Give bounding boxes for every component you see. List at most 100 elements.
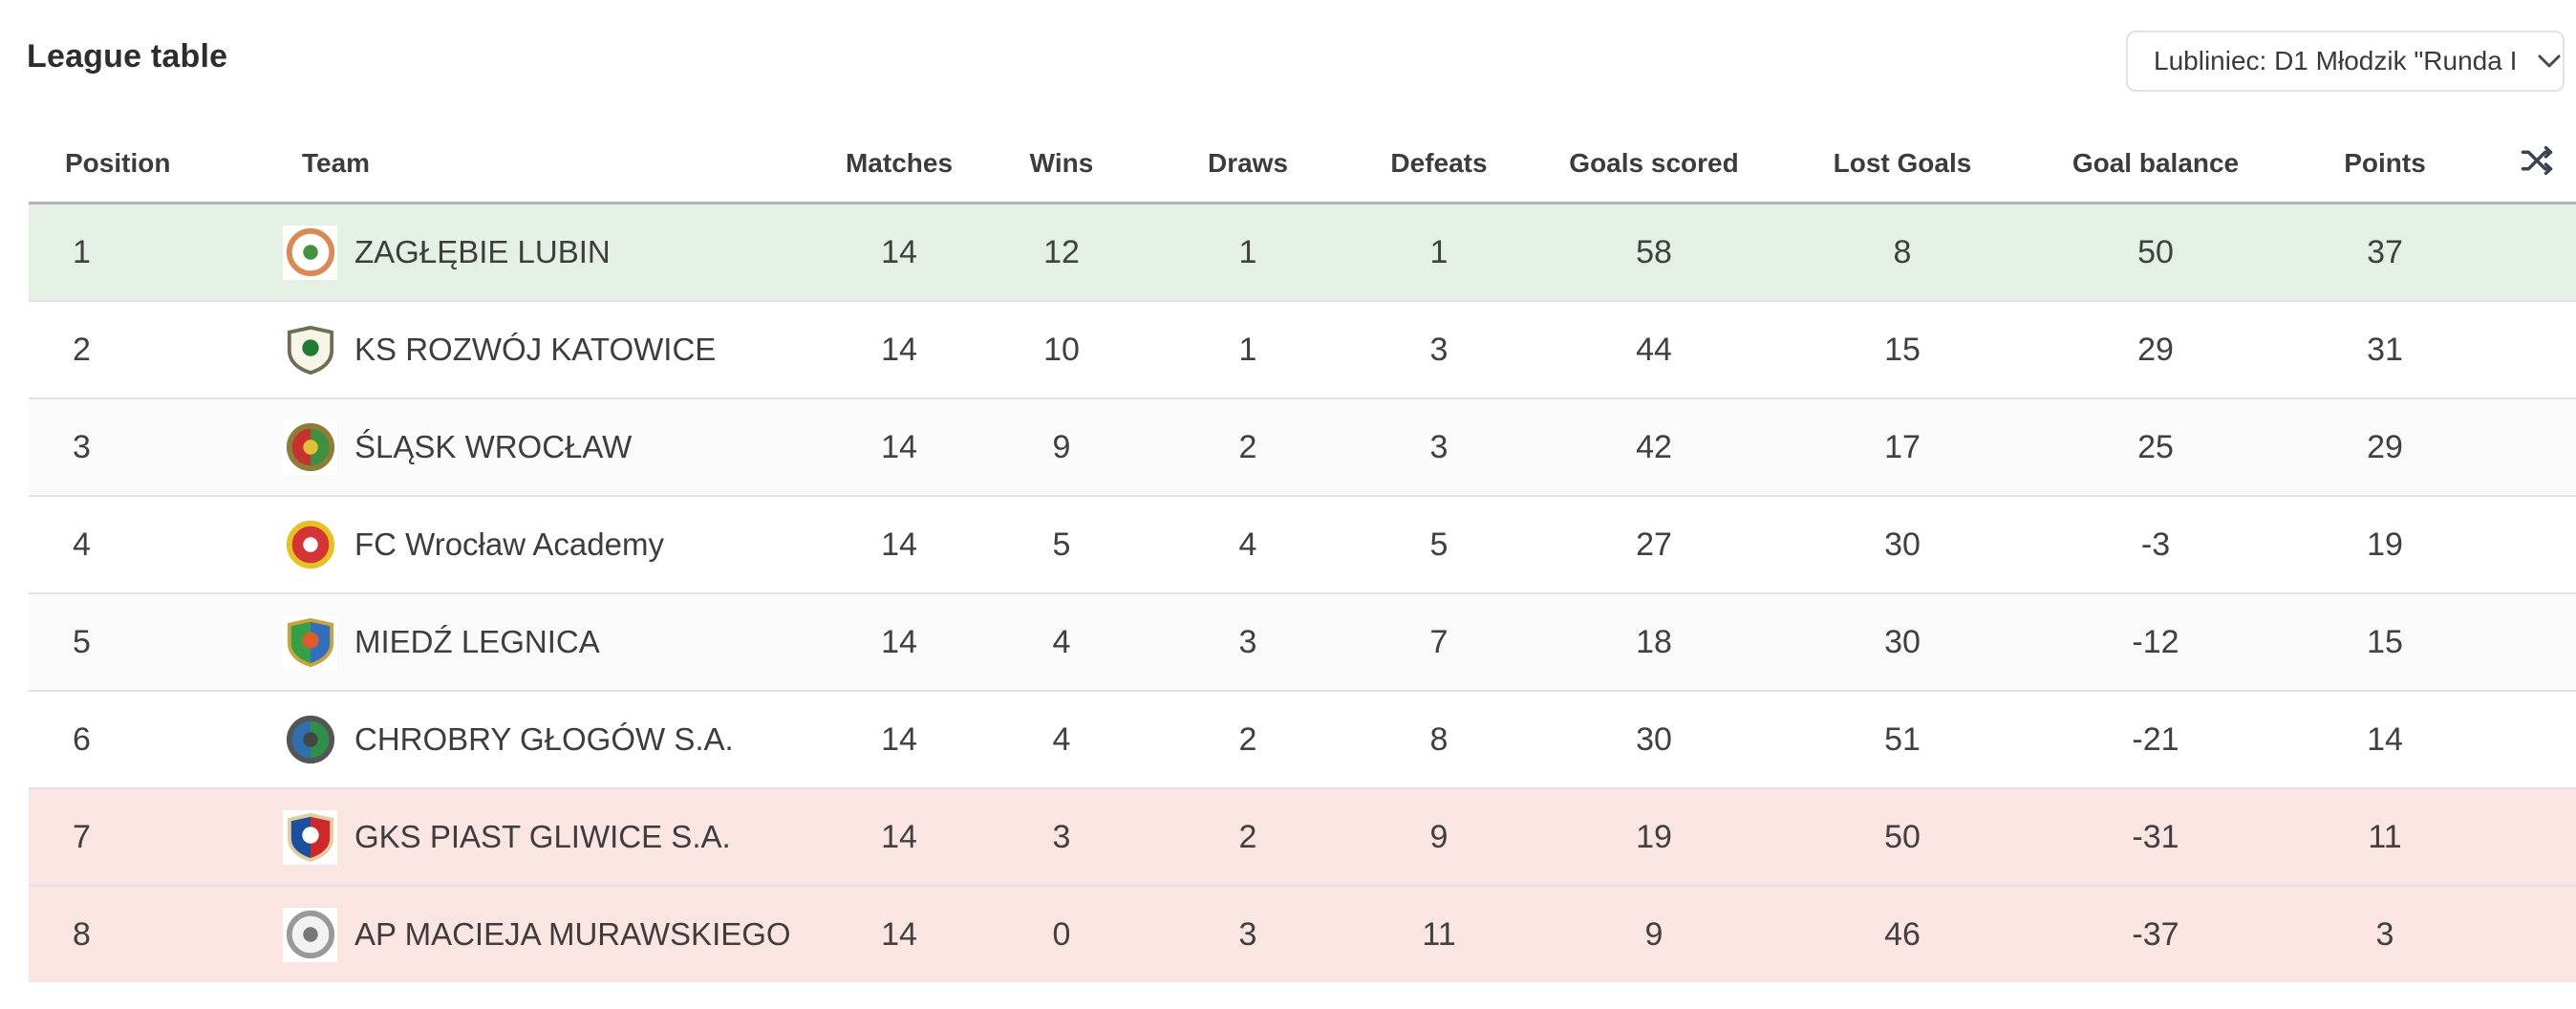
goal-balance-value: -31	[2132, 818, 2179, 855]
team-name[interactable]: ŚLĄSK WROCŁAW	[354, 429, 633, 464]
team-cell: ŚLĄSK WROCŁAW	[256, 398, 827, 496]
league-select[interactable]: Lubliniec: D1 Młodzik "Runda I	[2126, 31, 2565, 92]
position-value: 5	[73, 623, 91, 660]
empty-cell	[2490, 301, 2576, 398]
draws-value: 2	[1238, 720, 1257, 758]
draws-value: 3	[1238, 915, 1257, 953]
team-name[interactable]: ZAGŁĘBIE LUBIN	[354, 234, 611, 269]
wins-value: 10	[1043, 331, 1080, 368]
points-value: 19	[2367, 526, 2403, 563]
matches-value: 14	[881, 818, 917, 855]
team-name[interactable]: KS ROZWÓJ KATOWICE	[354, 332, 717, 367]
goal-balance-value: -3	[2140, 526, 2171, 563]
team-crest-fc-wroclaw-academy-icon	[283, 517, 337, 572]
matches-value: 14	[881, 720, 917, 758]
goals-scored-value: 9	[1644, 915, 1664, 953]
table-body: 1 ZAGŁĘBIE LUBIN 14 12 1 1 58 8 50 37 2 …	[29, 203, 2576, 982]
wins-value: 3	[1052, 818, 1071, 855]
page-title: League table	[27, 38, 228, 75]
wins-value: 0	[1052, 915, 1071, 953]
col-header-defeats: Defeats	[1343, 125, 1535, 204]
team-cell: KS ROZWÓJ KATOWICE	[256, 301, 827, 398]
defeats-value: 8	[1429, 720, 1449, 758]
draws-value: 1	[1238, 331, 1257, 368]
wins-value: 9	[1052, 428, 1071, 465]
goals-scored-value: 27	[1636, 526, 1672, 563]
position-cell: 3	[29, 398, 256, 496]
team-name[interactable]: AP MACIEJA MURAWSKIEGO	[354, 916, 791, 952]
col-header-matches: Matches	[827, 125, 971, 204]
wins-value: 4	[1052, 623, 1071, 660]
team-crest-miedz-legnica-icon	[283, 614, 337, 670]
team-name[interactable]: MIEDŹ LEGNICA	[354, 624, 600, 659]
col-header-wins: Wins	[971, 125, 1152, 204]
position-cell: 7	[29, 788, 256, 886]
draws-value: 2	[1238, 818, 1257, 855]
empty-cell	[2490, 398, 2576, 496]
matches-value: 14	[881, 428, 917, 465]
team-name[interactable]: GKS PIAST GLIWICE S.A.	[354, 819, 731, 854]
team-cell: MIEDŹ LEGNICA	[256, 593, 827, 691]
shuffle-icon[interactable]	[2519, 145, 2555, 176]
goal-balance-value: -37	[2132, 915, 2179, 953]
league-select-value: Lubliniec: D1 Młodzik "Runda I	[2154, 46, 2518, 75]
team-crest-rozwoj-katowice-icon	[283, 322, 337, 377]
wins-value: 4	[1052, 720, 1071, 758]
wins-value: 12	[1043, 233, 1080, 270]
team-cell: FC Wrocław Academy	[256, 496, 827, 593]
lost-goals-value: 50	[1884, 818, 1921, 855]
goal-balance-value: 50	[2137, 233, 2174, 270]
goals-scored-value: 44	[1636, 331, 1672, 368]
position-value: 7	[73, 818, 91, 855]
col-header-position: Position	[29, 125, 256, 204]
goals-scored-value: 19	[1636, 818, 1672, 855]
points-value: 31	[2367, 331, 2403, 368]
matches-value: 14	[881, 526, 917, 563]
goals-scored-value: 30	[1636, 720, 1672, 758]
points-value: 37	[2367, 233, 2403, 270]
defeats-value: 3	[1429, 331, 1449, 368]
lost-goals-value: 17	[1884, 428, 1921, 465]
position-cell: 5	[29, 593, 256, 691]
lost-goals-value: 30	[1884, 526, 1921, 563]
draws-value: 4	[1238, 526, 1257, 563]
league-table: Position Team Matches Wins Draws Defeats…	[29, 125, 2576, 982]
matches-value: 14	[881, 623, 917, 660]
table-row: 6 CHROBRY GŁOGÓW S.A. 14 4 2 8 30 51 -21…	[29, 691, 2576, 788]
empty-cell	[2490, 691, 2576, 788]
col-header-points: Points	[2280, 125, 2490, 204]
goal-balance-value: 29	[2137, 331, 2174, 368]
goal-balance-value: -12	[2132, 623, 2179, 660]
position-cell: 6	[29, 691, 256, 788]
goal-balance-value: -21	[2132, 720, 2179, 758]
points-value: 29	[2367, 428, 2403, 465]
team-cell: ZAGŁĘBIE LUBIN	[256, 204, 827, 302]
goals-scored-value: 42	[1636, 428, 1672, 465]
position-value: 2	[73, 331, 91, 368]
team-cell: AP MACIEJA MURAWSKIEGO	[256, 886, 827, 982]
defeats-value: 1	[1429, 233, 1449, 270]
col-header-draws: Draws	[1152, 125, 1343, 204]
defeats-value: 9	[1429, 818, 1449, 855]
points-value: 11	[2368, 818, 2402, 855]
team-crest-zaglebie-lubin-icon	[283, 225, 337, 280]
table-row: 7 GKS PIAST GLIWICE S.A. 14 3 2 9 19 50 …	[29, 788, 2576, 886]
chevron-down-icon	[2538, 54, 2561, 69]
position-value: 1	[73, 233, 91, 270]
empty-cell	[2490, 593, 2576, 691]
table-row: 3 ŚLĄSK WROCŁAW 14 9 2 3 42 17 25 29	[29, 398, 2576, 496]
empty-cell	[2490, 204, 2576, 302]
points-value: 14	[2367, 720, 2403, 758]
team-cell: CHROBRY GŁOGÓW S.A.	[256, 691, 827, 788]
position-cell: 1	[29, 204, 256, 302]
defeats-value: 5	[1429, 526, 1449, 563]
team-name[interactable]: CHROBRY GŁOGÓW S.A.	[354, 721, 734, 757]
table-row: 5 MIEDŹ LEGNICA 14 4 3 7 18 30 -12 15	[29, 593, 2576, 691]
team-crest-slask-wroclaw-icon	[283, 419, 337, 475]
lost-goals-value: 15	[1884, 331, 1921, 368]
position-value: 6	[73, 720, 91, 758]
team-name[interactable]: FC Wrocław Academy	[354, 526, 664, 562]
table-row: 4 FC Wrocław Academy 14 5 4 5 27 30 -3 1…	[29, 496, 2576, 593]
table-row: 2 KS ROZWÓJ KATOWICE 14 10 1 3 44 15 29 …	[29, 301, 2576, 398]
col-header-lost-goals: Lost Goals	[1773, 125, 2031, 204]
